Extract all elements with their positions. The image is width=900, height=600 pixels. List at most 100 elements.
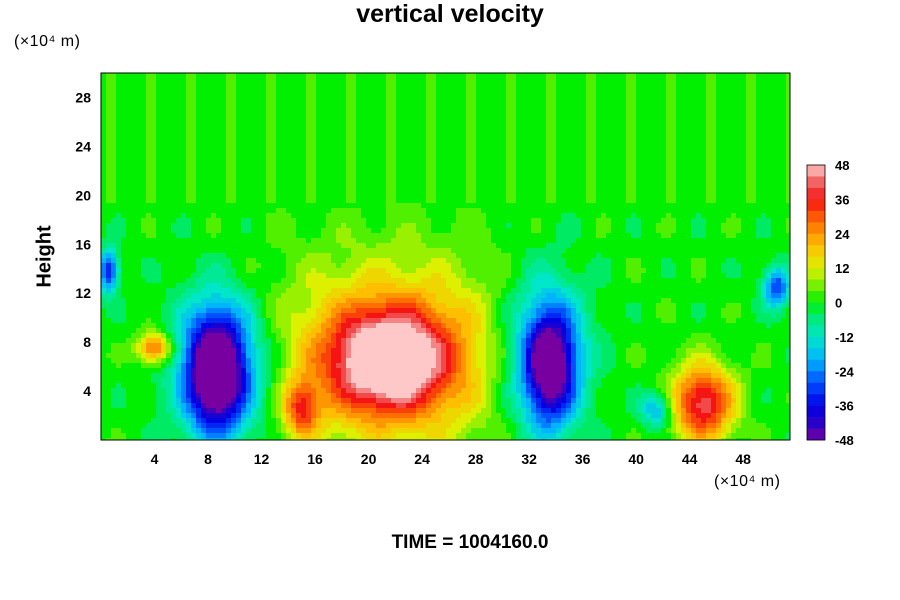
heatmap-cell [271, 118, 277, 124]
heatmap-cell [291, 188, 297, 194]
heatmap-cell [341, 208, 347, 214]
heatmap-cell [726, 173, 732, 179]
heatmap-cell [101, 98, 107, 104]
heatmap-cell [496, 183, 502, 189]
heatmap-cell [401, 93, 407, 99]
heatmap-cell [531, 183, 537, 189]
heatmap-cell [481, 163, 487, 169]
heatmap-cell [336, 248, 342, 254]
heatmap-cell [561, 183, 567, 189]
heatmap-cell [306, 198, 312, 204]
heatmap-cell [401, 243, 407, 249]
heatmap-cell [741, 73, 747, 79]
heatmap-cell [741, 198, 747, 204]
heatmap-cell [766, 223, 772, 229]
heatmap-cell [496, 228, 502, 234]
heatmap-cell [466, 168, 472, 174]
heatmap-cell [121, 193, 127, 199]
heatmap-cell [701, 228, 707, 234]
heatmap-cell [436, 88, 442, 94]
heatmap-cell [161, 238, 167, 244]
heatmap-cell [151, 188, 157, 194]
heatmap-cell [556, 223, 562, 229]
heatmap-cell [146, 248, 152, 254]
heatmap-cell [241, 118, 247, 124]
heatmap-cell [531, 248, 537, 254]
heatmap-cell [121, 188, 127, 194]
heatmap-cell [141, 83, 147, 89]
heatmap-cell [501, 183, 507, 189]
heatmap-cell [666, 148, 672, 154]
heatmap-cell [606, 208, 612, 214]
heatmap-cell [166, 168, 172, 174]
heatmap-cell [701, 118, 707, 124]
heatmap-cell [351, 103, 357, 109]
heatmap-cell [376, 123, 382, 129]
heatmap-cell [606, 113, 612, 119]
heatmap-cell [326, 183, 332, 189]
heatmap-cell [681, 218, 687, 224]
heatmap-cell [416, 148, 422, 154]
heatmap-cell [331, 163, 337, 169]
heatmap-cell [521, 113, 527, 119]
heatmap-cell [501, 208, 507, 214]
heatmap-cell [756, 163, 762, 169]
heatmap-cell [566, 98, 572, 104]
heatmap-cell [756, 123, 762, 129]
heatmap-cell [131, 238, 137, 244]
heatmap-cell [396, 183, 402, 189]
heatmap-cell [451, 233, 457, 239]
heatmap-cell [731, 183, 737, 189]
heatmap-cell [136, 93, 142, 99]
heatmap-cell [486, 188, 492, 194]
heatmap-cell [176, 73, 182, 79]
heatmap-cell [136, 168, 142, 174]
heatmap-cell [426, 98, 432, 104]
heatmap-cell [591, 83, 597, 89]
heatmap-cell [686, 163, 692, 169]
heatmap-cell [706, 113, 712, 119]
heatmap-cell [481, 98, 487, 104]
heatmap-cell [211, 128, 217, 134]
heatmap-cell [431, 98, 437, 104]
heatmap-cell [451, 168, 457, 174]
heatmap-cell [401, 113, 407, 119]
heatmap-cell [556, 118, 562, 124]
heatmap-cell [711, 138, 717, 144]
heatmap-cell [396, 148, 402, 154]
heatmap-cell [326, 83, 332, 89]
heatmap-cell [616, 73, 622, 79]
heatmap-cell [526, 223, 532, 229]
heatmap-cell [726, 133, 732, 139]
heatmap-cell [566, 83, 572, 89]
heatmap-cell [106, 168, 112, 174]
heatmap-cell [411, 188, 417, 194]
heatmap-cell [631, 73, 637, 79]
heatmap-cell [241, 203, 247, 209]
heatmap-cell [286, 103, 292, 109]
heatmap-cell [596, 238, 602, 244]
heatmap-cell [516, 248, 522, 254]
heatmap-cell [716, 228, 722, 234]
heatmap-cell [291, 118, 297, 124]
heatmap-cell [311, 238, 317, 244]
heatmap-cell [586, 158, 592, 164]
heatmap-cell [236, 83, 242, 89]
heatmap-cell [726, 98, 732, 104]
heatmap-cell [566, 88, 572, 94]
heatmap-cell [686, 158, 692, 164]
heatmap-cell [101, 163, 107, 169]
heatmap-cell [156, 158, 162, 164]
heatmap-cell [436, 108, 442, 114]
heatmap-cell [136, 243, 142, 249]
heatmap-cell [131, 163, 137, 169]
heatmap-cell [476, 138, 482, 144]
heatmap-cell [651, 183, 657, 189]
heatmap-cell [526, 73, 532, 79]
heatmap-cell [156, 123, 162, 129]
heatmap-cell [411, 83, 417, 89]
heatmap-cell [726, 243, 732, 249]
heatmap-cell [631, 233, 637, 239]
heatmap-cell [241, 178, 247, 184]
heatmap-cell [236, 73, 242, 79]
